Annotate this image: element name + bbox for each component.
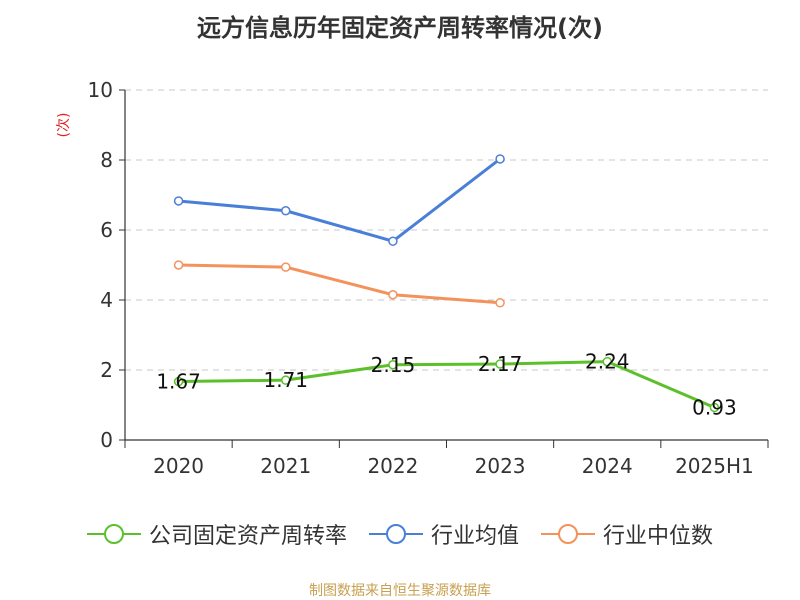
data-point (495, 359, 505, 369)
data-point (173, 260, 184, 270)
data-point (281, 206, 291, 216)
data-labels: 1.67 1.71 2.15 2.17 2.24 0.93 (156, 350, 736, 420)
y-tick-label: 0 (100, 428, 113, 452)
y-tick-label: 8 (100, 148, 113, 172)
legend-swatch (541, 524, 595, 544)
x-tick-label: 2025H1 (675, 454, 754, 478)
x-tick-label: 2023 (475, 454, 526, 478)
data-label: 2.15 (371, 353, 416, 377)
data-point (388, 236, 398, 246)
y-tick-label: 2 (100, 358, 113, 382)
legend-swatch (86, 524, 141, 544)
data-point (602, 356, 612, 367)
legend-item[interactable]: 公司固定资产周转率 (86, 518, 347, 550)
chart-title: 远方信息历年固定资产周转率情况(次) (197, 14, 603, 42)
x-tick-label: 2020 (153, 454, 204, 478)
data-point (281, 262, 291, 272)
y-tick-label: 4 (100, 288, 113, 312)
x-tick-label: 2022 (367, 454, 418, 478)
data-point (709, 402, 720, 413)
legend-swatch-marker (103, 524, 124, 544)
source-note: 制图数据来自恒生聚源数据库 (309, 583, 491, 599)
legend-label: 行业中位数 (603, 524, 714, 549)
legend-label: 公司固定资产周转率 (148, 524, 347, 549)
data-point (495, 298, 505, 308)
x-tick-label: 2021 (260, 454, 311, 478)
data-label: 1.67 (156, 370, 201, 394)
legend-label: 行业均值 (430, 524, 519, 549)
data-point (173, 196, 184, 206)
y-unit-label: (次) (56, 113, 72, 138)
y-tick-label: 10 (88, 78, 113, 102)
data-label: 2.17 (478, 352, 523, 376)
data-point (173, 376, 184, 387)
series-line (178, 263, 501, 305)
series-line (178, 157, 501, 243)
legend-item[interactable]: 行业均值 (368, 518, 519, 550)
data-point (281, 375, 291, 385)
legend-swatch-marker (558, 524, 578, 544)
axes: 0 2 4 6 8 10 2020 2021 2022 2023 2024 2025H1 (88, 78, 769, 478)
grid-lines (125, 89, 768, 371)
legend: 公司固定资产周转率 行业均值 行业中位数 (0, 518, 800, 550)
data-label: 1.71 (263, 368, 308, 392)
series-lines (173, 154, 720, 413)
data-point (495, 154, 505, 164)
data-label: 0.93 (692, 395, 737, 419)
data-point (388, 290, 398, 300)
x-tick-label: 2024 (582, 454, 633, 478)
y-tick-label: 6 (100, 218, 113, 242)
data-point (388, 360, 398, 370)
data-label: 2.24 (585, 350, 630, 374)
legend-swatch-marker (385, 524, 406, 544)
series-line (178, 360, 716, 409)
legend-swatch (368, 524, 423, 544)
legend-item[interactable]: 行业中位数 (541, 518, 713, 550)
